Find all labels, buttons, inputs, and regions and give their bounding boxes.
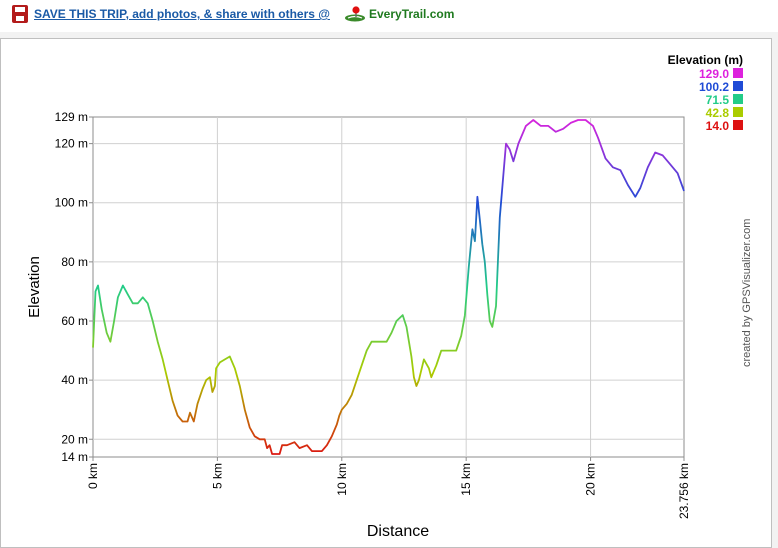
legend-entry-label: 129.0 [699,67,729,81]
x-tick-label: 5 km [210,463,224,489]
y-tick-label: 120 m [55,137,88,151]
x-tick-label: 0 km [86,463,100,489]
legend-entry-label: 42.8 [706,106,730,120]
plot-area [92,116,685,458]
map-pin-icon [345,6,365,22]
y-tick-label: 40 m [61,373,88,387]
legend-entry-label: 100.2 [699,80,729,94]
save-disk-icon[interactable] [12,5,28,23]
legend-swatch [733,68,743,78]
everytrail-logo[interactable]: EveryTrail.com [340,2,470,28]
y-tick-label: 129 m [55,110,88,124]
save-trip-link[interactable]: SAVE THIS TRIP, add photos, & share with… [34,7,330,21]
y-tick-label: 100 m [55,196,88,210]
x-axis-label: Distance [367,523,429,540]
elevation-line [92,119,685,455]
y-tick-label: 20 m [61,432,88,446]
y-tick-label: 60 m [61,314,88,328]
legend-swatch [733,107,743,117]
legend-entry-label: 14.0 [706,119,730,133]
y-axis-label: Elevation [26,256,43,318]
y-tick-label: 80 m [61,255,88,269]
legend-swatch [733,94,743,104]
legend-title: Elevation (m) [668,53,743,67]
credit-text: created by GPSVisualizer.com [741,218,753,367]
legend-entry-label: 71.5 [706,93,730,107]
top-bar: SAVE THIS TRIP, add photos, & share with… [0,0,778,32]
legend-swatch [733,120,743,130]
x-tick-label: 20 km [584,463,598,496]
x-tick-label: 23.756 km [677,463,691,519]
y-tick-label: 14 m [61,450,88,464]
x-tick-label: 15 km [459,463,473,496]
logo-text: EveryTrail.com [369,7,455,21]
legend-swatch [733,81,743,91]
x-tick-label: 10 km [335,463,349,496]
